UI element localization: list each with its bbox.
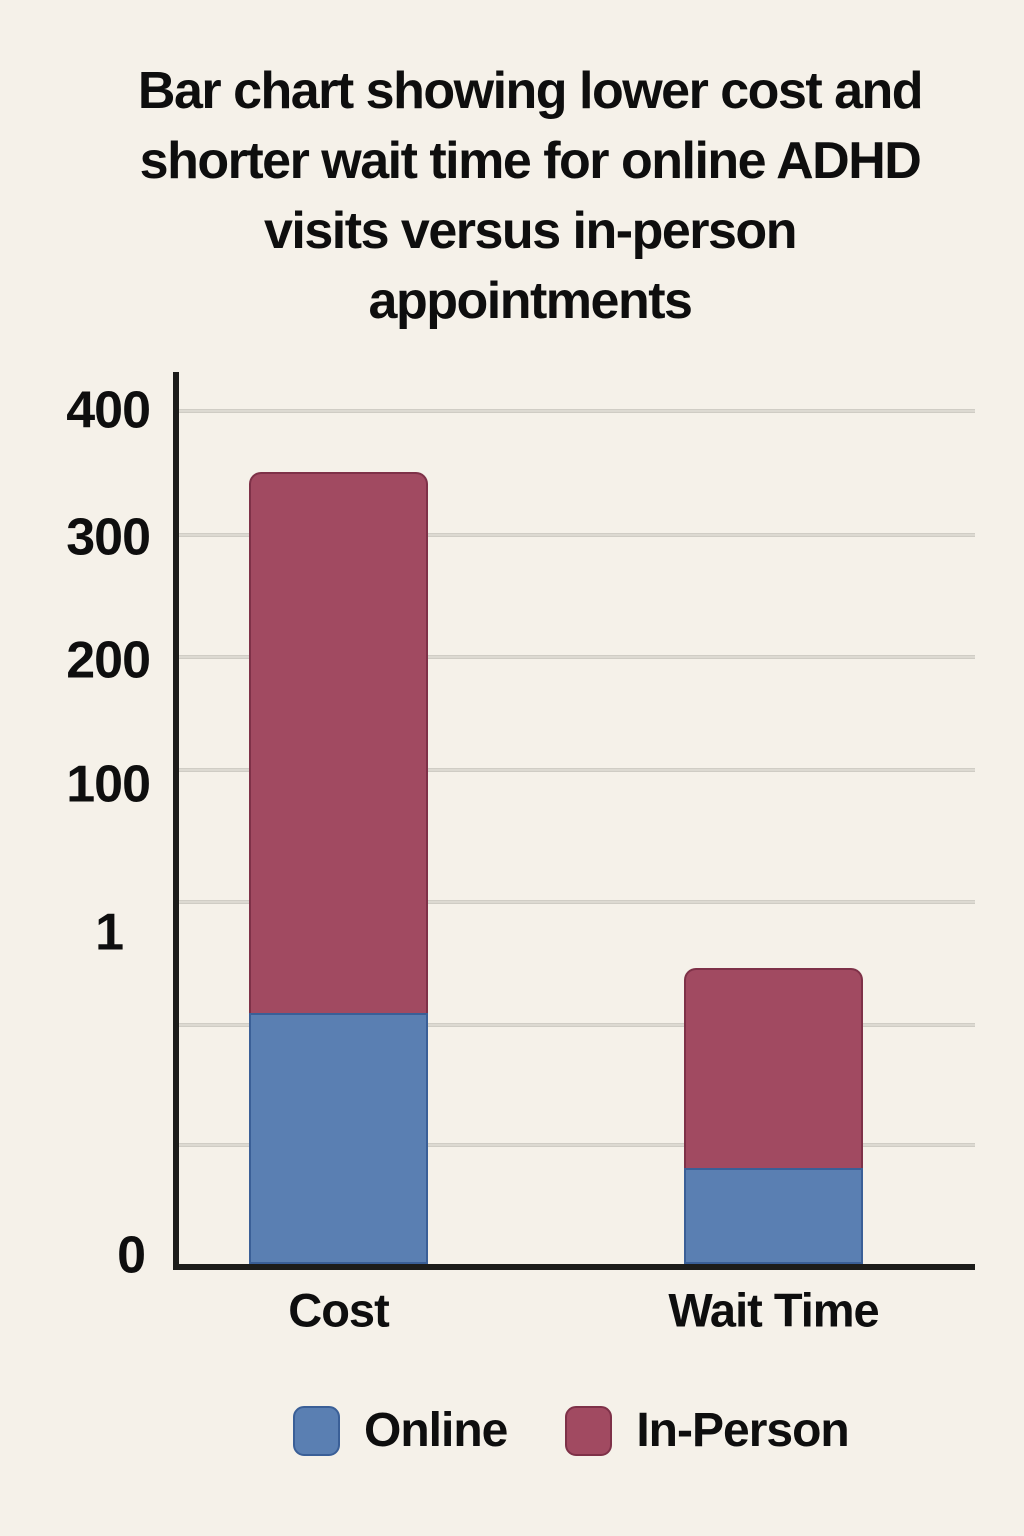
gridline xyxy=(179,409,975,413)
title-line: appointments xyxy=(368,272,693,330)
bar-wait-time-in-person xyxy=(684,967,863,1169)
legend-swatch-online xyxy=(293,1405,340,1456)
y-tick-label: 100 xyxy=(66,755,151,814)
x-category-label: Cost xyxy=(288,1283,389,1337)
legend-item-in-person: In-Person xyxy=(565,1403,850,1458)
title-line: Bar chart showing lower cost and xyxy=(137,62,924,120)
gridline xyxy=(179,1143,975,1147)
y-axis-line xyxy=(173,372,179,1270)
legend-swatch-in-person xyxy=(565,1405,613,1456)
title-line: visits versus in-person xyxy=(264,202,797,260)
gridline xyxy=(179,533,975,537)
y-tick-label: 1 xyxy=(95,903,124,962)
bar-cost-in-person xyxy=(249,471,428,1013)
x-axis-line xyxy=(173,1264,975,1270)
x-category-label: Wait Time xyxy=(668,1283,879,1337)
gridline xyxy=(179,768,975,772)
title-line: shorter wait time for online ADHD xyxy=(139,132,922,190)
y-tick-label: 0 xyxy=(117,1226,146,1285)
legend-item-online: Online xyxy=(293,1403,508,1458)
bar-cost-online xyxy=(249,1012,428,1264)
gridline xyxy=(179,655,975,659)
y-tick-label: 200 xyxy=(66,631,151,690)
legend-label-in-person: In-Person xyxy=(636,1404,849,1457)
page-title: Bar chart showing lower cost and shorter… xyxy=(36,56,1024,336)
gridline xyxy=(179,900,975,904)
y-tick-label: 300 xyxy=(66,508,151,567)
bar-wait-time-online xyxy=(684,1168,863,1264)
legend: Online In-Person xyxy=(293,1403,850,1458)
gridline xyxy=(179,1023,975,1027)
legend-label-online: Online xyxy=(364,1404,508,1457)
y-tick-label: 400 xyxy=(66,381,151,440)
